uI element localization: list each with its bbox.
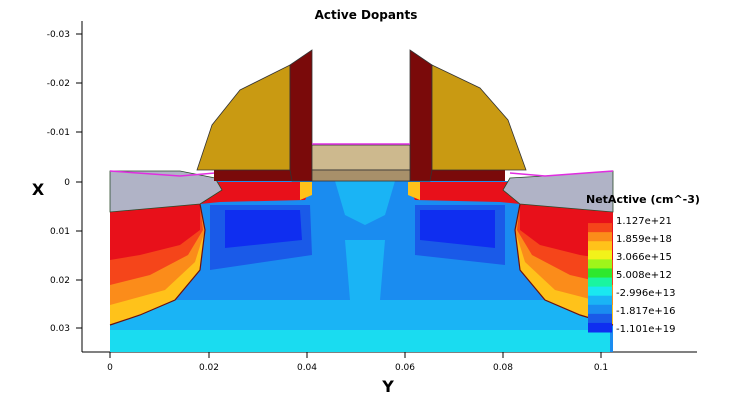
drain-ext-edge <box>408 182 420 200</box>
legend-label: 1.127e+21 <box>616 216 672 227</box>
legend-swatch <box>588 277 612 288</box>
legend-label: 3.066e+15 <box>616 252 672 263</box>
source-contour-1 <box>110 204 200 260</box>
legend-swatch <box>588 304 612 315</box>
legend-swatch <box>588 223 612 233</box>
x-tick-label: -0.03 <box>47 30 70 40</box>
y-tick-label: 0.04 <box>297 363 317 373</box>
right-spacer-base <box>410 170 505 181</box>
y-tick-label: 0.02 <box>199 363 219 373</box>
x-tick-label: 0.01 <box>50 227 70 237</box>
drain-extension <box>410 182 520 204</box>
legend-title: NetActive (cm^-3) <box>586 193 700 206</box>
right-well-core <box>420 210 495 248</box>
y-tick-label: 0.06 <box>395 363 415 373</box>
source-ext-edge <box>300 182 312 200</box>
legend-swatch <box>588 313 612 324</box>
legend-colorbar <box>588 214 612 333</box>
deepest-contour-band <box>110 330 610 352</box>
x-tick-label: 0.02 <box>50 276 70 286</box>
legend-swatch <box>588 322 612 333</box>
channel-lower-contour <box>345 240 385 300</box>
channel-contour <box>335 181 395 225</box>
legend-swatch <box>588 286 612 297</box>
legend-swatch <box>588 268 612 279</box>
color-legend: NetActive (cm^-3) 1.127e+21 1.859e+18 3.… <box>586 193 700 335</box>
left-well-core <box>225 210 302 248</box>
poly-gate <box>311 144 411 171</box>
legend-swatch <box>588 214 612 224</box>
y-tick-label: 0.08 <box>493 363 513 373</box>
legend-label: 5.008e+12 <box>616 270 672 281</box>
y-tick-label: 0.1 <box>594 363 608 373</box>
left-spacer-base <box>214 170 292 181</box>
plot-title: Active Dopants <box>315 8 418 22</box>
legend-label: -2.996e+13 <box>616 288 676 299</box>
left-field-oxide <box>109 170 223 213</box>
x-tick-label: 0 <box>64 178 70 188</box>
legend-label: -1.101e+19 <box>616 324 676 335</box>
right-gate-sidewall <box>409 49 433 182</box>
legend-swatch <box>588 250 612 260</box>
drain-junction <box>514 203 614 326</box>
y-tick-label: 0 <box>107 363 113 373</box>
y-axis-ticks: 0 0.02 0.04 0.06 0.08 0.1 <box>107 352 608 373</box>
left-gate-sidewall <box>289 49 313 182</box>
right-oxide-outline <box>509 170 614 177</box>
legend-label: 1.859e+18 <box>616 234 672 245</box>
y-axis-label: Y <box>381 377 394 396</box>
x-axis-label: X <box>32 180 45 199</box>
legend-label: -1.817e+16 <box>616 306 676 317</box>
legend-swatch <box>588 259 612 269</box>
x-axis-ticks: -0.03 -0.02 -0.01 0 0.01 0.02 0.03 <box>47 30 82 334</box>
left-oxide-outline <box>109 170 216 177</box>
legend-swatch <box>588 241 612 251</box>
legend-swatch <box>588 232 612 242</box>
right-spacer <box>431 64 527 171</box>
source-extension <box>200 182 310 204</box>
gate-base <box>311 169 411 182</box>
substrate-region <box>109 181 614 352</box>
left-spacer <box>196 64 291 171</box>
source-junction <box>109 203 206 326</box>
legend-swatch <box>588 295 612 306</box>
x-tick-label: -0.02 <box>47 79 70 89</box>
x-tick-label: 0.03 <box>50 324 70 334</box>
x-tick-label: -0.01 <box>47 128 70 138</box>
